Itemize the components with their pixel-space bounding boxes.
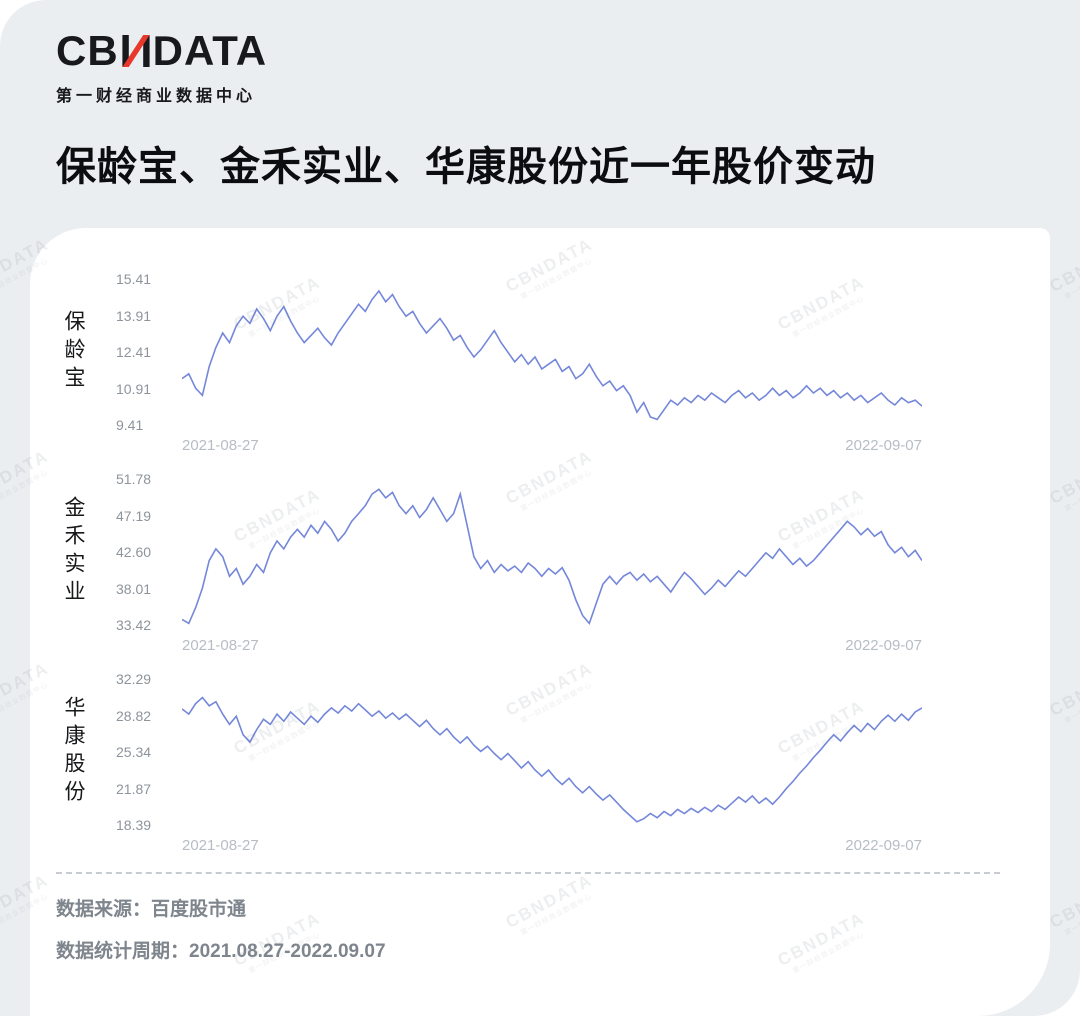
line-chart-svg [182,488,922,625]
y-axis-ticks: 32.29 28.82 25.34 21.87 18.39 [102,672,182,832]
y-tick: 25.34 [116,744,152,760]
data-period-text: 数据统计周期：2021.08.27-2022.09.07 [56,941,386,962]
charts-container: 保龄宝 15.41 13.91 12.41 10.91 9.41 2021-08… [30,228,1050,854]
y-tick: 13.91 [116,307,152,324]
line-chart-svg [182,289,922,421]
y-tick: 21.87 [116,780,152,797]
plot-area [182,472,922,632]
chart-row-huakang: 华康股份 32.29 28.82 25.34 21.87 18.39 2021-… [30,672,1050,854]
plot-area [182,272,922,432]
y-tick: 9.41 [116,417,144,433]
data-source-text: 数据来源：百度股市通 [56,899,247,920]
y-tick: 28.82 [116,707,152,724]
x-axis-end-label: 2022-09-07 [845,437,922,454]
page-title: 保龄宝、金禾实业、华康股份近一年股价变动 [56,145,876,189]
company-label: 保龄宝 [62,310,85,394]
chart-card: 保龄宝 15.41 13.91 12.41 10.91 9.41 2021-08… [30,228,1050,1016]
logo-n-icon [122,35,150,67]
logo-n-accent [122,35,150,67]
y-tick: 51.78 [116,471,152,487]
plot-area [182,672,922,832]
x-axis-labels: 2021-08-27 2022-09-07 [182,832,922,854]
brand-subtitle: 第一财经商业数据中心 [56,88,257,105]
y-tick: 15.41 [116,271,152,287]
logo-text-left: CB [56,27,119,74]
chart-row-baolingbao: 保龄宝 15.41 13.91 12.41 10.91 9.41 2021-08… [30,272,1050,454]
brand-header: CB DATA 第一财经商业数据中心 [56,30,267,106]
cbndata-logo: CB DATA [56,30,267,72]
line-chart-svg [182,696,922,823]
logo-text-right: DATA [152,27,268,74]
x-axis-start-label: 2021-08-27 [182,837,259,854]
x-axis-start-label: 2021-08-27 [182,637,259,654]
y-axis-ticks: 15.41 13.91 12.41 10.91 9.41 [102,272,182,432]
y-tick: 10.91 [116,380,152,397]
x-axis-end-label: 2022-09-07 [845,637,922,654]
x-axis-end-label: 2022-09-07 [845,837,922,854]
company-label: 金禾实业 [62,496,85,608]
x-axis-start-label: 2021-08-27 [182,437,259,454]
y-tick: 47.19 [116,507,152,524]
footer: 数据来源：百度股市通 数据统计周期：2021.08.27-2022.09.07 [30,874,1050,963]
y-tick: 12.41 [116,344,152,360]
x-axis-labels: 2021-08-27 2022-09-07 [182,432,922,454]
y-axis-ticks: 51.78 47.19 42.60 38.01 33.42 [102,472,182,632]
dashed-divider [56,872,1000,874]
y-tick: 38.01 [116,580,152,597]
chart-row-jinhe: 金禾实业 51.78 47.19 42.60 38.01 33.42 2021-… [30,472,1050,654]
y-tick: 18.39 [116,817,152,833]
y-tick: 42.60 [116,544,152,560]
y-tick: 32.29 [116,671,152,687]
y-tick: 33.42 [116,617,152,633]
x-axis-labels: 2021-08-27 2022-09-07 [182,632,922,654]
company-label: 华康股份 [62,696,85,808]
